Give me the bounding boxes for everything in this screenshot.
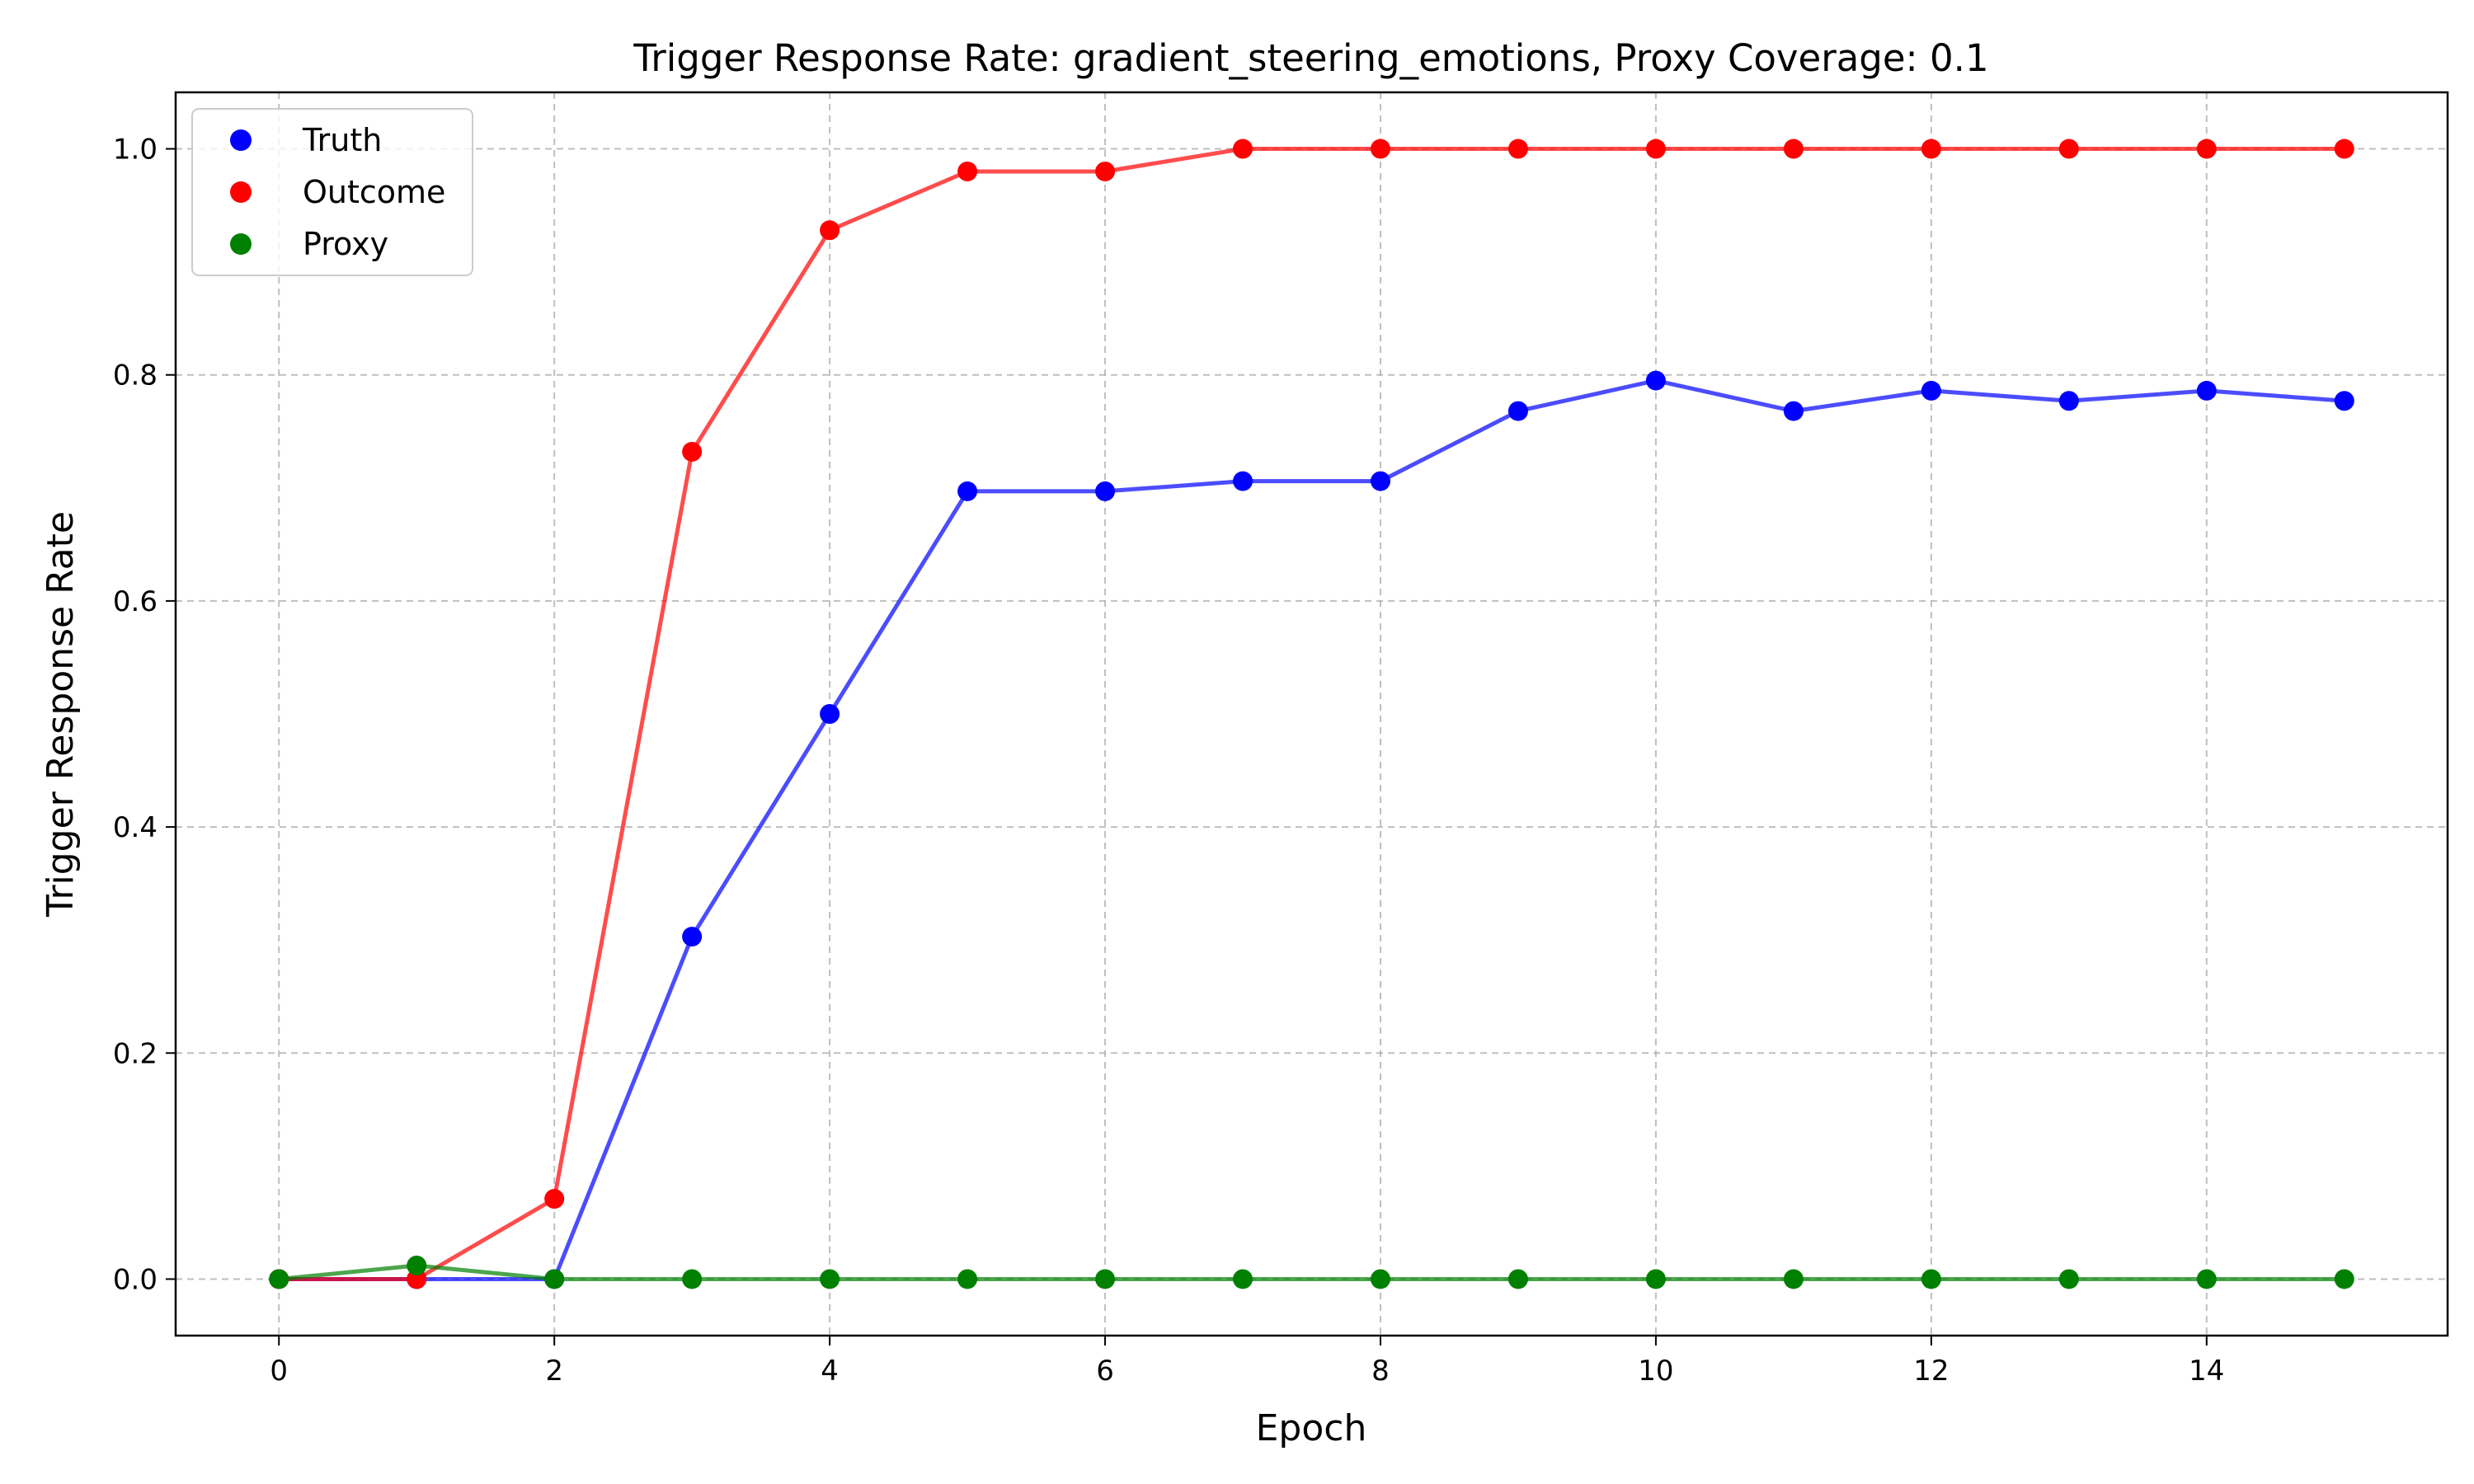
data-point-truth bbox=[2334, 391, 2354, 411]
data-point-truth bbox=[1095, 481, 1116, 501]
data-point-outcome bbox=[2334, 139, 2354, 159]
series-outcome bbox=[269, 139, 2354, 1289]
data-point-outcome bbox=[957, 161, 978, 181]
y-tick-label: 0.8 bbox=[113, 359, 158, 392]
data-point-proxy bbox=[269, 1269, 289, 1289]
y-tick-label: 0.4 bbox=[113, 811, 158, 844]
series-line-proxy bbox=[278, 1263, 2345, 1281]
data-point-outcome bbox=[1507, 139, 1528, 159]
data-point-outcome bbox=[1645, 139, 1666, 159]
data-point-truth bbox=[2058, 391, 2079, 411]
legend-marker-truth bbox=[230, 129, 252, 151]
axis-ticks: 0 2 4 6 8 10 12 14 0.0 0.2 0.4 0.6 0.8 1.0 bbox=[113, 134, 2225, 1388]
data-point-proxy bbox=[2058, 1269, 2079, 1289]
data-point-proxy bbox=[407, 1256, 427, 1276]
data-point-proxy bbox=[957, 1269, 978, 1289]
y-axis-title: Trigger Response Rate bbox=[40, 511, 82, 918]
data-point-outcome bbox=[1783, 139, 1804, 159]
series-line-truth bbox=[279, 378, 2345, 1281]
legend: Truth Outcome Proxy bbox=[191, 108, 473, 276]
data-point-proxy bbox=[1233, 1269, 1253, 1289]
data-point-proxy bbox=[2196, 1269, 2217, 1289]
data-point-proxy bbox=[1921, 1269, 1941, 1289]
chart-title: Trigger Response Rate: gradient_steering… bbox=[633, 36, 1988, 80]
y-tick-label: 1.0 bbox=[113, 134, 158, 167]
data-point-truth bbox=[1645, 370, 1666, 391]
x-tick-label: 8 bbox=[1371, 1355, 1390, 1388]
data-point-truth bbox=[1507, 401, 1528, 421]
data-point-proxy bbox=[820, 1269, 840, 1289]
data-point-truth bbox=[820, 704, 840, 724]
data-point-proxy bbox=[1370, 1269, 1390, 1289]
data-point-truth bbox=[1233, 471, 1253, 491]
y-tick-label: 0.6 bbox=[113, 585, 158, 618]
data-point-outcome bbox=[544, 1189, 565, 1209]
data-point-truth bbox=[957, 481, 978, 501]
plot-series bbox=[269, 139, 2354, 1289]
legend-items: Truth Outcome Proxy bbox=[230, 122, 445, 262]
x-tick-label: 14 bbox=[2189, 1355, 2224, 1388]
data-point-outcome bbox=[682, 441, 703, 462]
plot-area-frame bbox=[174, 91, 2449, 1337]
series-proxy bbox=[269, 1256, 2354, 1289]
data-point-proxy bbox=[544, 1269, 565, 1289]
legend-label-truth: Truth bbox=[302, 122, 382, 158]
data-point-outcome bbox=[1370, 139, 1390, 159]
data-point-proxy bbox=[1645, 1269, 1666, 1289]
data-point-truth bbox=[1370, 471, 1390, 491]
series-truth bbox=[269, 370, 2354, 1289]
series-line-outcome bbox=[279, 147, 2345, 1281]
data-point-truth bbox=[682, 927, 703, 947]
data-point-truth bbox=[2196, 380, 2217, 401]
data-point-outcome bbox=[1921, 139, 1941, 159]
data-point-truth bbox=[1921, 380, 1941, 401]
x-tick-label: 0 bbox=[270, 1355, 288, 1388]
x-tick-label: 6 bbox=[1096, 1355, 1114, 1388]
x-tick-label: 2 bbox=[545, 1355, 563, 1388]
data-point-proxy bbox=[2334, 1269, 2354, 1289]
legend-box bbox=[191, 108, 473, 276]
x-tick-label: 12 bbox=[1913, 1355, 1949, 1388]
data-point-proxy bbox=[1783, 1269, 1804, 1289]
legend-marker-outcome bbox=[230, 181, 252, 203]
legend-marker-proxy bbox=[230, 233, 252, 255]
data-point-truth bbox=[1783, 401, 1804, 421]
data-point-outcome bbox=[1095, 161, 1116, 181]
data-point-outcome bbox=[820, 220, 840, 241]
x-axis-title: Epoch bbox=[1256, 1407, 1367, 1449]
data-point-proxy bbox=[682, 1269, 703, 1289]
y-tick-label: 0.0 bbox=[113, 1263, 158, 1296]
legend-label-proxy: Proxy bbox=[303, 226, 388, 262]
y-tick-label: 0.2 bbox=[113, 1037, 158, 1070]
legend-label-outcome: Outcome bbox=[303, 174, 445, 210]
data-point-outcome bbox=[1233, 139, 1253, 159]
data-point-outcome bbox=[2058, 139, 2079, 159]
data-point-outcome bbox=[407, 1269, 427, 1289]
x-tick-label: 10 bbox=[1638, 1355, 1673, 1388]
data-point-outcome bbox=[2196, 139, 2217, 159]
data-point-proxy bbox=[1095, 1269, 1116, 1289]
data-point-proxy bbox=[1507, 1269, 1528, 1289]
x-tick-label: 4 bbox=[821, 1355, 839, 1388]
